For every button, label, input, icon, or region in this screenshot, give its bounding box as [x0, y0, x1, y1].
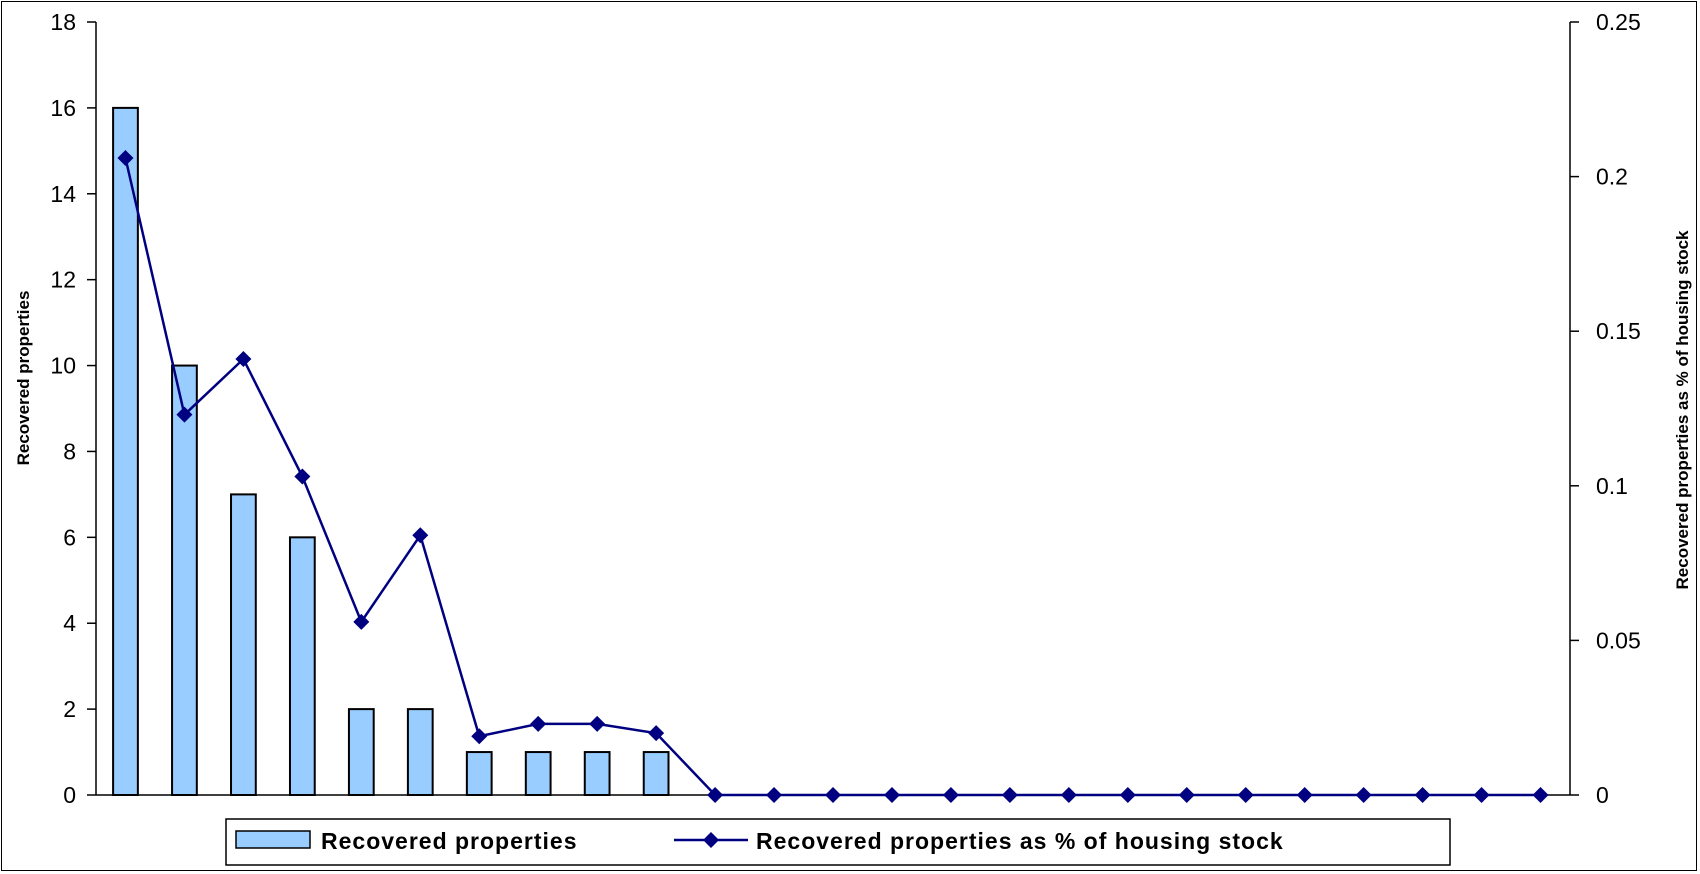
line-marker: [235, 351, 252, 368]
line-marker: [1473, 787, 1490, 803]
left-axis-title: Recovered properties: [14, 291, 33, 466]
right-tick-label: 0.2: [1596, 164, 1628, 190]
bar: [524, 751, 552, 796]
line-marker: [648, 725, 665, 742]
left-tick-label: 16: [50, 95, 76, 121]
bar: [642, 751, 670, 796]
bar-series: [112, 106, 670, 796]
left-tick-label: 18: [50, 9, 76, 35]
line-marker: [117, 150, 134, 167]
bar: [230, 493, 257, 796]
line-path: [124, 157, 1541, 797]
right-y-axis: 0 0.05 0.1 0.15 0.2 0.25: [1569, 9, 1641, 808]
line-marker: [766, 787, 783, 803]
left-tick-label: 8: [63, 438, 76, 464]
line-marker: [883, 787, 900, 803]
right-tick-label: 0.1: [1596, 473, 1628, 499]
legend-bar-label: Recovered properties: [321, 828, 577, 854]
line-marker: [1532, 787, 1549, 803]
line-marker: [707, 787, 724, 803]
line-marker: [353, 613, 370, 630]
left-y-axis: 0 2 4 6 8 10 12 14 16 18: [50, 9, 1570, 808]
line-marker: [471, 728, 488, 745]
line-marker: [1060, 787, 1077, 803]
bar: [406, 708, 434, 796]
left-tick-label: 4: [63, 610, 76, 636]
line-marker: [1178, 787, 1195, 803]
line-series: [117, 150, 1549, 803]
line-marker: [412, 527, 429, 544]
left-tick-label: 6: [63, 524, 76, 550]
line-marker: [1119, 787, 1136, 803]
legend-line-label: Recovered properties as % of housing sto…: [756, 828, 1284, 854]
left-tick-label: 12: [50, 267, 76, 293]
left-tick-label: 14: [50, 181, 76, 207]
line-marker: [825, 787, 841, 803]
bar: [288, 536, 316, 796]
bar: [347, 708, 375, 796]
line-marker: [1414, 787, 1431, 803]
bar: [112, 106, 139, 796]
legend-bar-swatch: [235, 830, 311, 849]
right-tick-label: 0.05: [1596, 627, 1641, 653]
left-tick-label: 10: [50, 353, 76, 379]
legend-box: [225, 818, 1451, 866]
legend-line-marker: [703, 832, 719, 848]
line-marker: [294, 468, 311, 485]
line-marker: [589, 715, 606, 732]
bar: [171, 364, 198, 796]
bar: [465, 751, 493, 796]
bar: [583, 751, 611, 796]
line-marker: [1296, 787, 1313, 803]
right-tick-label: 0: [1596, 782, 1609, 808]
right-tick-label: 0.15: [1596, 318, 1641, 344]
left-tick-label: 0: [63, 782, 76, 808]
left-tick-label: 2: [63, 696, 76, 722]
line-marker: [1001, 787, 1018, 803]
line-marker: [1355, 787, 1372, 803]
right-tick-label: 0.25: [1596, 9, 1641, 35]
right-axis-title: Recovered properties as % of housing sto…: [1673, 230, 1692, 590]
legend: Recovered properties Recovered propertie…: [225, 818, 1451, 866]
line-marker: [942, 787, 959, 803]
line-marker: [176, 406, 193, 423]
line-marker: [530, 715, 547, 732]
line-marker: [1237, 787, 1254, 803]
